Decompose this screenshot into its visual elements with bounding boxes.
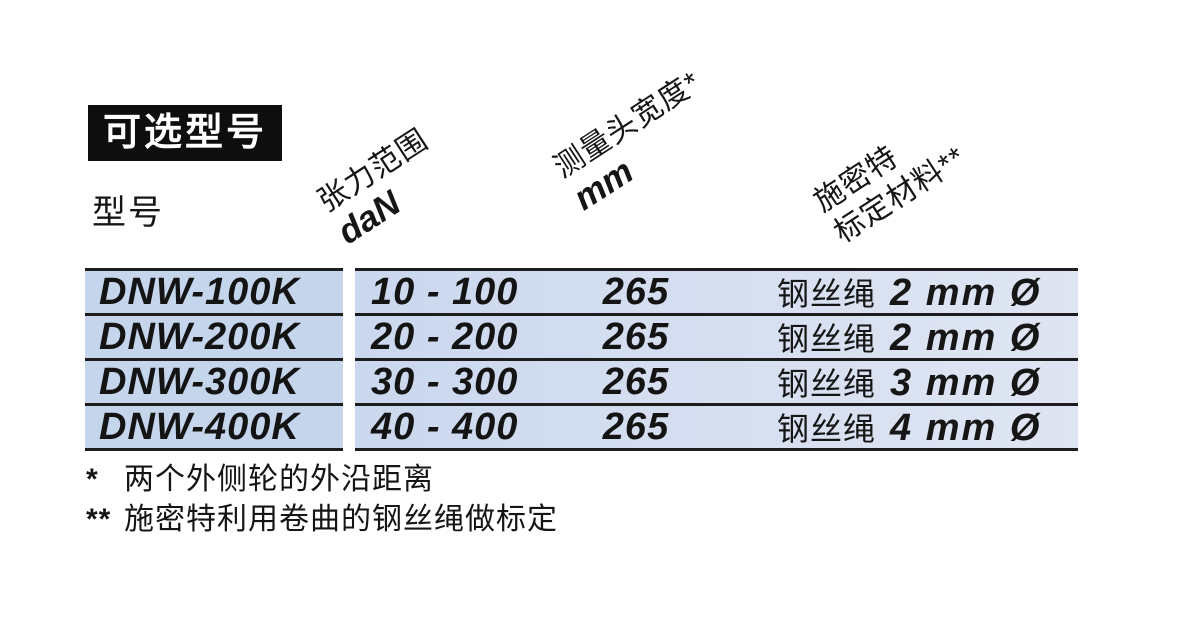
column-gap (343, 358, 355, 403)
footnote-marker: * (86, 463, 99, 496)
spec-cells: 40 - 400 265 钢丝绳 4 mm Ø (355, 403, 1078, 451)
model-cell: DNW-100K (85, 268, 343, 313)
material-diameter: 4 mm Ø (890, 407, 1042, 449)
section-title-text: 可选型号 (103, 112, 268, 154)
tension-range-value: 30 - 300 (371, 360, 519, 403)
head-width-value: 265 (602, 315, 670, 358)
footnote-text: 施密特利用卷曲的钢丝绳做标定 (124, 503, 558, 536)
material-name: 钢丝绳 (777, 276, 877, 312)
material-diameter: 3 mm Ø (890, 362, 1042, 404)
model-name: DNW-200K (99, 315, 300, 358)
section-title: 可选型号 (88, 105, 283, 161)
model-cell: DNW-300K (85, 358, 343, 403)
column-gap (343, 268, 355, 313)
model-name: DNW-100K (99, 270, 300, 313)
tension-range-value: 20 - 200 (371, 315, 519, 358)
tension-range-value: 10 - 100 (371, 270, 519, 313)
calibration-material-cell: 钢丝绳 3 mm Ø (777, 359, 1041, 405)
head-width-value: 265 (602, 360, 670, 403)
table-row: DNW-100K 10 - 100 265 钢丝绳 2 mm Ø (85, 268, 1078, 315)
material-diameter: 2 mm Ø (890, 272, 1042, 314)
column-header-head-width: 测量头宽度* mm (548, 65, 729, 218)
spec-cells: 10 - 100 265 钢丝绳 2 mm Ø (355, 268, 1078, 315)
footnote-marker: ** (86, 503, 112, 536)
footnote-calibration: ** 施密特利用卷曲的钢丝绳做标定 (86, 500, 558, 540)
footnotes: * 两个外侧轮的外沿距离 ** 施密特利用卷曲的钢丝绳做标定 (86, 460, 558, 540)
calibration-material-cell: 钢丝绳 4 mm Ø (777, 404, 1041, 450)
table-row: DNW-300K 30 - 300 265 钢丝绳 3 mm Ø (85, 358, 1078, 405)
column-header-tension-range: 张力范围 daN (312, 122, 456, 252)
footnote-text: 两个外侧轮的外沿距离 (124, 463, 434, 496)
column-gap (343, 403, 355, 451)
material-diameter: 2 mm Ø (890, 317, 1042, 359)
model-spec-table: DNW-100K 10 - 100 265 钢丝绳 2 mm Ø DNW-200… (85, 268, 1078, 451)
spec-cells: 30 - 300 265 钢丝绳 3 mm Ø (355, 358, 1078, 405)
material-name: 钢丝绳 (777, 321, 877, 357)
model-name: DNW-300K (99, 360, 300, 403)
table-row: DNW-400K 40 - 400 265 钢丝绳 4 mm Ø (85, 403, 1078, 451)
table-row: DNW-200K 20 - 200 265 钢丝绳 2 mm Ø (85, 313, 1078, 360)
model-cell: DNW-400K (85, 403, 343, 451)
head-width-value: 265 (602, 405, 670, 448)
material-name: 钢丝绳 (777, 366, 877, 402)
calibration-material-cell: 钢丝绳 2 mm Ø (777, 269, 1041, 315)
model-name: DNW-400K (99, 405, 300, 448)
footnote-head-width: * 两个外侧轮的外沿距离 (86, 460, 558, 500)
column-gap (343, 313, 355, 358)
model-column-label: 型号 (92, 194, 164, 232)
spec-cells: 20 - 200 265 钢丝绳 2 mm Ø (355, 313, 1078, 360)
calibration-material-cell: 钢丝绳 2 mm Ø (777, 314, 1041, 360)
column-header-calibration-material: 施密特 标定材料** (808, 109, 974, 252)
head-width-value: 265 (602, 270, 670, 313)
material-name: 钢丝绳 (777, 411, 877, 447)
model-cell: DNW-200K (85, 313, 343, 358)
tension-range-value: 40 - 400 (371, 405, 519, 448)
